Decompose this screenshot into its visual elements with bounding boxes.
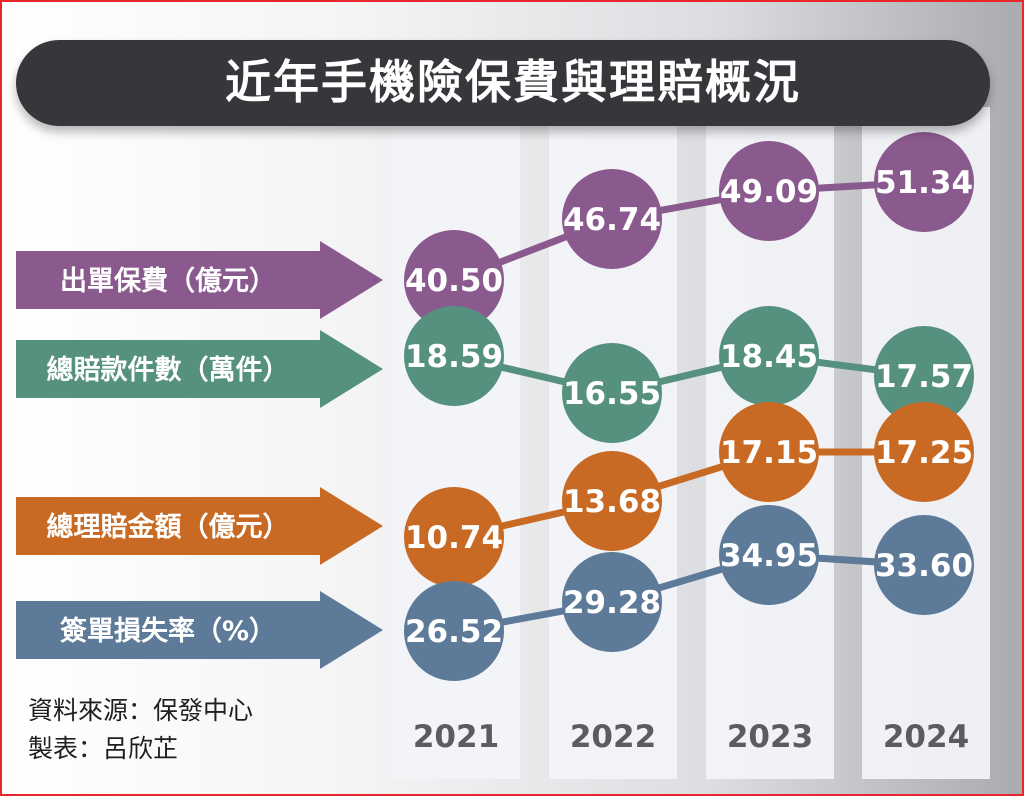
data-point-2-2022 bbox=[562, 343, 662, 443]
data-label-1-2024: 51.34 bbox=[875, 165, 973, 201]
data-point-2-2024 bbox=[874, 326, 974, 426]
year-label-2023: 2023 bbox=[727, 719, 813, 755]
data-point-3-2024 bbox=[874, 402, 974, 502]
data-point-2-2021 bbox=[404, 306, 504, 406]
series-1: 出單保費（億元） 40.50 46.74 49.09 51.34 bbox=[16, 132, 974, 330]
data-point-1-2021 bbox=[404, 230, 504, 330]
data-point-4-2022 bbox=[562, 552, 662, 652]
data-point-3-2021 bbox=[404, 487, 504, 587]
series-2: 總賠款件數（萬件） 18.59 16.55 18.45 17.57 bbox=[16, 306, 974, 443]
year-label-2021: 2021 bbox=[413, 719, 499, 755]
series-line-4 bbox=[453, 551, 925, 635]
series-label-4: 簽單損失率（%） bbox=[60, 615, 276, 647]
x-axis-labels: 2021 2022 2023 2024 bbox=[413, 719, 969, 755]
data-label-3-2022: 13.68 bbox=[563, 484, 661, 520]
chart-title: 近年手機險保費與理賠概況 bbox=[225, 55, 801, 109]
data-point-4-2021 bbox=[404, 581, 504, 681]
data-label-3-2021: 10.74 bbox=[405, 520, 503, 556]
data-label-2-2021: 18.59 bbox=[405, 339, 503, 375]
data-label-2-2024: 17.57 bbox=[875, 359, 973, 395]
data-point-3-2023 bbox=[719, 402, 819, 502]
series-line-2 bbox=[453, 352, 925, 397]
data-point-2-2023 bbox=[719, 306, 819, 406]
data-point-3-2022 bbox=[562, 451, 662, 551]
series-label-arrow-1 bbox=[16, 241, 383, 319]
data-label-1-2022: 46.74 bbox=[563, 202, 661, 238]
data-label-1-2023: 49.09 bbox=[720, 174, 818, 210]
data-label-2-2022: 16.55 bbox=[563, 376, 661, 412]
data-label-4-2022: 29.28 bbox=[563, 585, 661, 621]
title-banner: 近年手機險保費與理賠概況 bbox=[16, 40, 990, 126]
data-label-4-2023: 34.95 bbox=[720, 538, 818, 574]
author-line: 製表：呂欣芷 bbox=[28, 734, 179, 763]
data-label-3-2023: 17.15 bbox=[720, 435, 818, 471]
series-label-arrow-3 bbox=[16, 487, 383, 565]
series-label-arrow-4 bbox=[16, 591, 383, 669]
series-label-arrow-2 bbox=[16, 330, 383, 408]
data-label-1-2021: 40.50 bbox=[405, 263, 503, 299]
series-line-3 bbox=[453, 448, 924, 541]
data-point-1-2023 bbox=[719, 141, 819, 241]
series-4: 簽單損失率（%） 26.52 29.28 34.95 33.60 bbox=[16, 505, 974, 681]
data-point-1-2022 bbox=[562, 169, 662, 269]
data-label-4-2024: 33.60 bbox=[875, 548, 973, 584]
year-label-2022: 2022 bbox=[570, 719, 656, 755]
data-label-4-2021: 26.52 bbox=[405, 614, 503, 650]
data-label-3-2024: 17.25 bbox=[875, 435, 973, 471]
data-point-4-2023 bbox=[719, 505, 819, 605]
source-line: 資料來源：保發中心 bbox=[28, 696, 254, 725]
series-label-2: 總賠款件數（萬件） bbox=[47, 354, 290, 386]
data-point-4-2024 bbox=[874, 515, 974, 615]
series-3: 總理賠金額（億元） 10.74 13.68 17.15 17.25 bbox=[16, 402, 974, 587]
series-label-3: 總理賠金額（億元） bbox=[47, 511, 290, 543]
series-line-1 bbox=[452, 178, 925, 284]
source-note: 資料來源：保發中心 製表：呂欣芷 bbox=[28, 692, 253, 768]
data-point-1-2024 bbox=[874, 132, 974, 232]
year-label-2024: 2024 bbox=[883, 719, 969, 755]
data-label-2-2023: 18.45 bbox=[720, 339, 818, 375]
series-label-1: 出單保費（億元） bbox=[60, 266, 276, 297]
